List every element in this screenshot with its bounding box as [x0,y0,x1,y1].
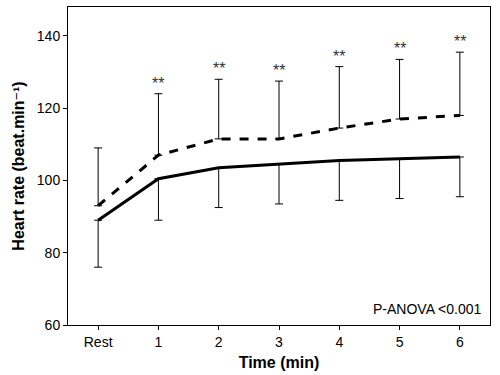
svg-text:80: 80 [45,245,61,261]
svg-text:120: 120 [37,100,61,116]
svg-text:60: 60 [45,317,61,333]
svg-text:Time (min): Time (min) [239,354,320,371]
svg-text:**: ** [333,48,345,65]
svg-text:Rest: Rest [84,334,113,350]
svg-text:140: 140 [37,28,61,44]
svg-text:**: ** [394,40,406,57]
svg-text:**: ** [454,33,466,50]
svg-text:**: ** [213,60,225,77]
svg-text:5: 5 [396,334,404,350]
svg-text:100: 100 [37,172,61,188]
svg-text:Heart rate (beat.min⁻¹): Heart rate (beat.min⁻¹) [10,81,27,250]
svg-text:4: 4 [335,334,343,350]
svg-text:**: ** [152,75,164,92]
svg-text:3: 3 [275,334,283,350]
svg-text:**: ** [273,62,285,79]
svg-text:1: 1 [155,334,163,350]
svg-text:P-ANOVA <0.001: P-ANOVA <0.001 [373,301,482,317]
svg-text:2: 2 [215,334,223,350]
svg-text:6: 6 [456,334,464,350]
